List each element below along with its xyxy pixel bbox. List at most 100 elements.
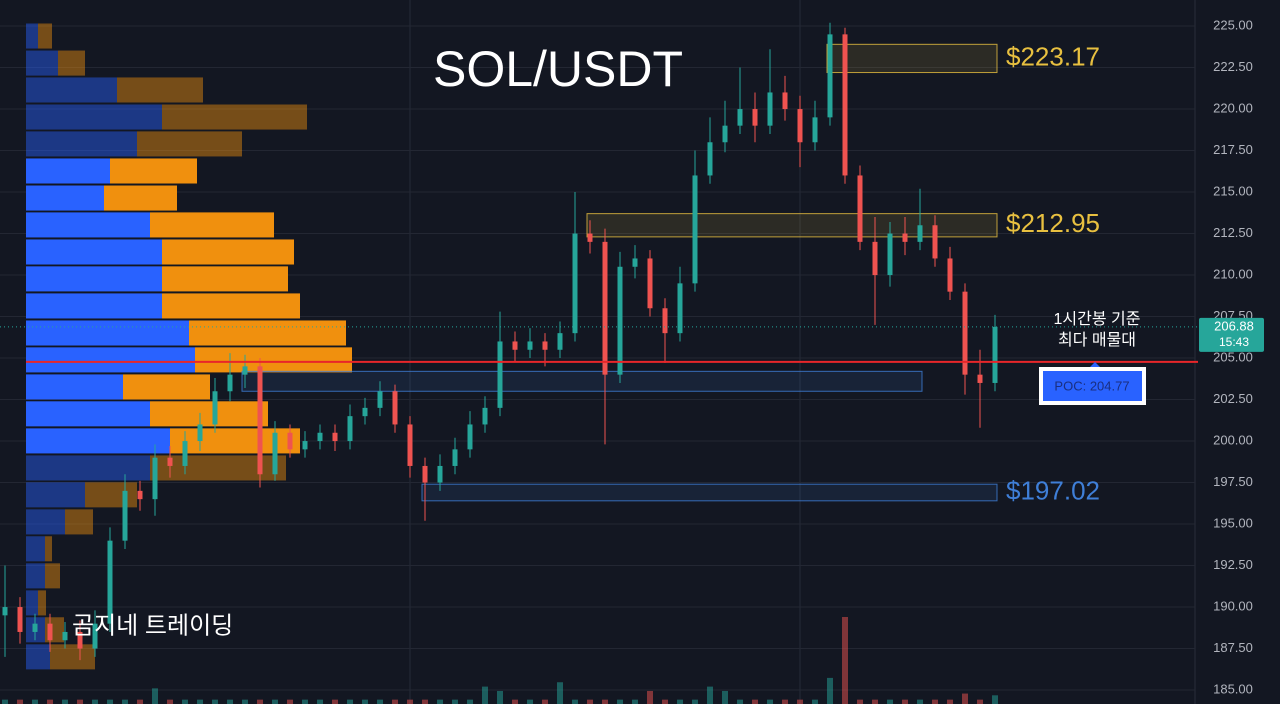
candle-body [812,117,818,143]
y-tick-label: 187.50 [1213,640,1253,655]
profile-sell-bar [195,347,352,373]
candle-body [77,631,83,649]
y-tick-label: 202.50 [1213,391,1253,406]
volume-bar [302,699,308,704]
volume-bar [587,699,593,704]
profile-sell-bar [50,644,95,670]
candle-body [512,341,518,350]
candle-body [437,465,443,483]
volume-bar [797,699,803,704]
volume-bar [632,699,638,704]
volume-bar [197,699,203,704]
profile-buy-bar [26,185,104,211]
candle-body [962,291,968,375]
profile-buy-bar [26,536,45,562]
volume-bar [872,699,878,704]
watermark: 곰지네 트레이딩 [72,612,233,639]
volume-bar [932,699,938,704]
y-tick-label: 217.50 [1213,142,1253,157]
profile-sell-bar [162,293,300,319]
volume-bar [737,699,743,704]
profile-sell-bar [45,536,52,562]
candle-body [422,465,428,483]
volume-bar [782,699,788,704]
profile-sell-bar [162,104,307,130]
poc-label: POC: 204.77 [1054,378,1129,393]
candle-body [317,432,323,442]
volume-bar [527,699,533,704]
candle-body [47,623,53,641]
profile-buy-bar [26,293,162,319]
volume-bar [422,699,428,704]
candle-body [977,374,983,383]
candle-body [347,416,353,442]
candles [2,22,998,661]
candle-body [722,125,728,143]
volume-bar [242,699,248,704]
volume-bar [977,699,983,704]
poc-label-box [1043,371,1142,401]
volume-bar [962,693,968,704]
volume-bar [257,699,263,704]
y-tick-label: 210.00 [1213,266,1253,281]
y-tick-label: 220.00 [1213,100,1253,115]
volume-bar [32,699,38,704]
profile-buy-bar [26,428,170,454]
volume-bar [662,699,668,704]
candle-body [992,326,998,383]
profile-buy-bar [26,590,38,616]
candle-body [272,432,278,475]
y-tick-label: 225.00 [1213,17,1253,32]
profile-sell-bar [104,185,177,211]
y-tick-label: 205.00 [1213,349,1253,364]
candle-body [692,175,698,284]
price-tag-value: 206.88 [1214,318,1254,333]
volume-bar [77,699,83,704]
candle-body [167,457,173,466]
candle-body [662,308,668,334]
zone-label: $223.17 [1006,41,1100,71]
candle-body [152,457,158,500]
volume-bar [287,699,293,704]
candle-body [257,366,263,475]
candle-body [602,241,608,375]
candle-body [782,92,788,110]
y-tick-label: 212.50 [1213,225,1253,240]
profile-buy-bar [26,455,150,481]
candle-body [467,424,473,450]
candle-body [587,233,593,242]
volume-bar [107,699,113,704]
volume-bar [62,699,68,704]
price-zone [586,213,998,238]
volume-bar [707,686,713,704]
profile-sell-bar [150,455,286,481]
profile-buy-bar [26,158,110,184]
volume-bar [332,699,338,704]
volume-bar [692,699,698,704]
zone-label: $212.95 [1006,208,1100,238]
candle-body [107,540,113,624]
candle-body [197,424,203,442]
annotation: 최다 매물대 [1058,331,1136,349]
candle-body [182,441,188,466]
annotation: 1시간봉 기준 [1054,310,1141,328]
candle-body [287,432,293,450]
overlay: 206.88 15:43 [0,317,1264,363]
candle-body [632,258,638,267]
volume-bar [917,699,923,704]
volume-bar [2,699,8,704]
profile-sell-bar [170,428,300,454]
volume-bar [47,699,53,704]
price-zone [421,483,998,502]
candle-body [362,407,368,417]
candle-body [917,225,923,242]
profile-buy-bar [26,482,85,508]
candle-body [707,142,713,176]
volume-bar [857,699,863,704]
y-tick-label: 222.50 [1213,59,1253,74]
price-zone [826,43,998,74]
candle-body [242,366,248,375]
profile-sell-bar [150,401,268,427]
y-tick-label: 197.50 [1213,474,1253,489]
profile-sell-bar [123,374,210,400]
